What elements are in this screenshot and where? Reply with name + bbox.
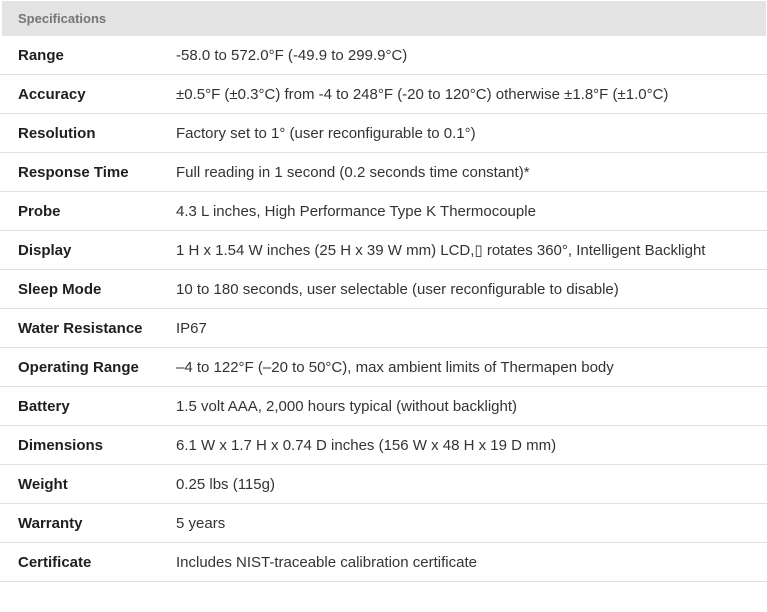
spec-label: Probe bbox=[18, 202, 61, 220]
spec-value: Factory set to 1° (user reconfigurable t… bbox=[176, 124, 476, 142]
spec-label: Weight bbox=[18, 475, 68, 493]
spec-value: 1 H x 1.54 W inches (25 H x 39 W mm) LCD… bbox=[176, 242, 706, 259]
spec-value: –4 to 122°F (–20 to 50°C), max ambient l… bbox=[176, 358, 614, 376]
spec-value: 0.25 lbs (115g) bbox=[176, 475, 275, 493]
spec-value: -58.0 to 572.0°F (-49.9 to 299.9°C) bbox=[176, 46, 408, 64]
table-row: Response Time Full reading in 1 second (… bbox=[0, 153, 767, 192]
spec-value: 5 years bbox=[176, 514, 226, 532]
table-row: Sleep Mode 10 to 180 seconds, user selec… bbox=[0, 270, 767, 309]
spec-label: Resolution bbox=[18, 124, 96, 142]
table-row: Accuracy ±0.5°F (±0.3°C) from -4 to 248°… bbox=[0, 75, 767, 114]
spec-label: Accuracy bbox=[18, 85, 86, 103]
table-row: Weight 0.25 lbs (115g) bbox=[0, 465, 767, 504]
spec-label: Dimensions bbox=[18, 436, 104, 454]
table-row: Warranty 5 years bbox=[0, 504, 767, 543]
spec-label: Range bbox=[18, 46, 64, 64]
spec-value: IP67 bbox=[176, 319, 207, 337]
spec-value: Includes NIST-traceable calibration cert… bbox=[176, 553, 477, 571]
spec-label: Water Resistance bbox=[18, 319, 143, 337]
spec-value: 4.3 L inches, High Performance Type K Th… bbox=[176, 202, 536, 220]
table-row: Operating Range –4 to 122°F (–20 to 50°C… bbox=[0, 348, 767, 387]
table-row: Certificate Includes NIST-traceable cali… bbox=[0, 543, 767, 582]
table-row: Probe 4.3 L inches, High Performance Typ… bbox=[0, 192, 767, 231]
spec-label: Sleep Mode bbox=[18, 280, 102, 298]
spec-label: Certificate bbox=[18, 553, 92, 571]
spec-value: Full reading in 1 second (0.2 seconds ti… bbox=[176, 163, 530, 181]
spec-label: Warranty bbox=[18, 514, 83, 532]
table-row: Battery 1.5 volt AAA, 2,000 hours typica… bbox=[0, 387, 767, 426]
table-row: Display 1 H x 1.54 W inches (25 H x 39 W… bbox=[0, 231, 767, 270]
specifications-header: Specifications bbox=[2, 1, 766, 36]
spec-value: 6.1 W x 1.7 H x 0.74 D inches (156 W x 4… bbox=[176, 436, 557, 454]
spec-value: 10 to 180 seconds, user selectable (user… bbox=[176, 280, 619, 298]
spec-label: Response Time bbox=[18, 163, 129, 181]
spec-label: Display bbox=[18, 241, 72, 259]
spec-value: 1.5 volt AAA, 2,000 hours typical (witho… bbox=[176, 397, 518, 415]
spec-value: ±0.5°F (±0.3°C) from -4 to 248°F (-20 to… bbox=[176, 85, 669, 103]
table-row: Resolution Factory set to 1° (user recon… bbox=[0, 114, 767, 153]
spec-label: Operating Range bbox=[18, 358, 139, 376]
table-row: Water Resistance IP67 bbox=[0, 309, 767, 348]
table-row: Range -58.0 to 572.0°F (-49.9 to 299.9°C… bbox=[0, 36, 767, 75]
specifications-title: Specifications bbox=[18, 11, 107, 26]
spec-label: Battery bbox=[18, 397, 70, 415]
table-row: Dimensions 6.1 W x 1.7 H x 0.74 D inches… bbox=[0, 426, 767, 465]
specifications-table: Range -58.0 to 572.0°F (-49.9 to 299.9°C… bbox=[0, 36, 767, 582]
